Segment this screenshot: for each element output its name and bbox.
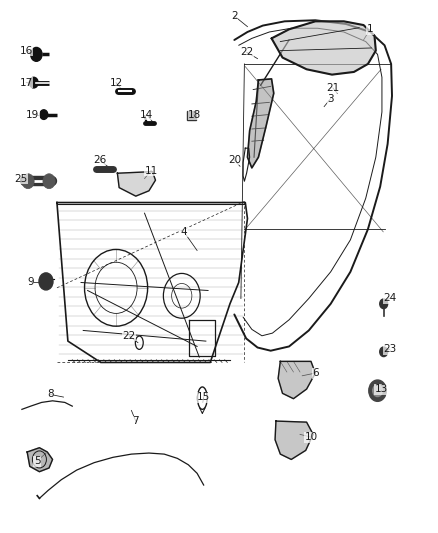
Text: 24: 24 <box>383 294 396 303</box>
Polygon shape <box>272 21 376 75</box>
Circle shape <box>39 273 53 290</box>
Bar <box>187 111 196 120</box>
Text: 8: 8 <box>47 390 54 399</box>
Text: 15: 15 <box>197 392 210 402</box>
Text: 12: 12 <box>110 78 123 87</box>
Polygon shape <box>278 361 315 399</box>
Text: 20: 20 <box>228 155 241 165</box>
Circle shape <box>31 47 42 61</box>
Text: 14: 14 <box>140 110 153 119</box>
Text: 26: 26 <box>93 155 106 165</box>
Circle shape <box>380 347 388 357</box>
Circle shape <box>40 110 48 119</box>
Circle shape <box>373 385 382 397</box>
Text: 23: 23 <box>383 344 396 354</box>
Circle shape <box>43 174 55 189</box>
Text: 2: 2 <box>231 11 238 21</box>
Circle shape <box>380 299 388 309</box>
Text: 5: 5 <box>34 456 41 466</box>
Text: 25: 25 <box>14 174 27 183</box>
Text: 16: 16 <box>20 46 33 55</box>
Text: 19: 19 <box>26 110 39 119</box>
Text: 3: 3 <box>327 94 334 103</box>
Text: 9: 9 <box>27 278 34 287</box>
Text: 4: 4 <box>180 227 187 237</box>
Text: 6: 6 <box>312 368 319 378</box>
Text: 1: 1 <box>367 25 374 34</box>
Text: 11: 11 <box>145 166 158 175</box>
Text: 10: 10 <box>304 432 318 442</box>
Text: 22: 22 <box>123 331 136 341</box>
Polygon shape <box>247 79 274 168</box>
Text: 13: 13 <box>374 384 388 394</box>
Text: 21: 21 <box>326 83 339 93</box>
Polygon shape <box>117 172 155 196</box>
Text: 18: 18 <box>188 110 201 119</box>
Text: 22: 22 <box>240 47 253 57</box>
Polygon shape <box>275 421 313 459</box>
Text: 7: 7 <box>132 416 139 426</box>
Circle shape <box>22 174 34 189</box>
Circle shape <box>369 380 386 401</box>
Polygon shape <box>27 448 53 472</box>
Text: 17: 17 <box>20 78 33 87</box>
Circle shape <box>29 77 38 88</box>
